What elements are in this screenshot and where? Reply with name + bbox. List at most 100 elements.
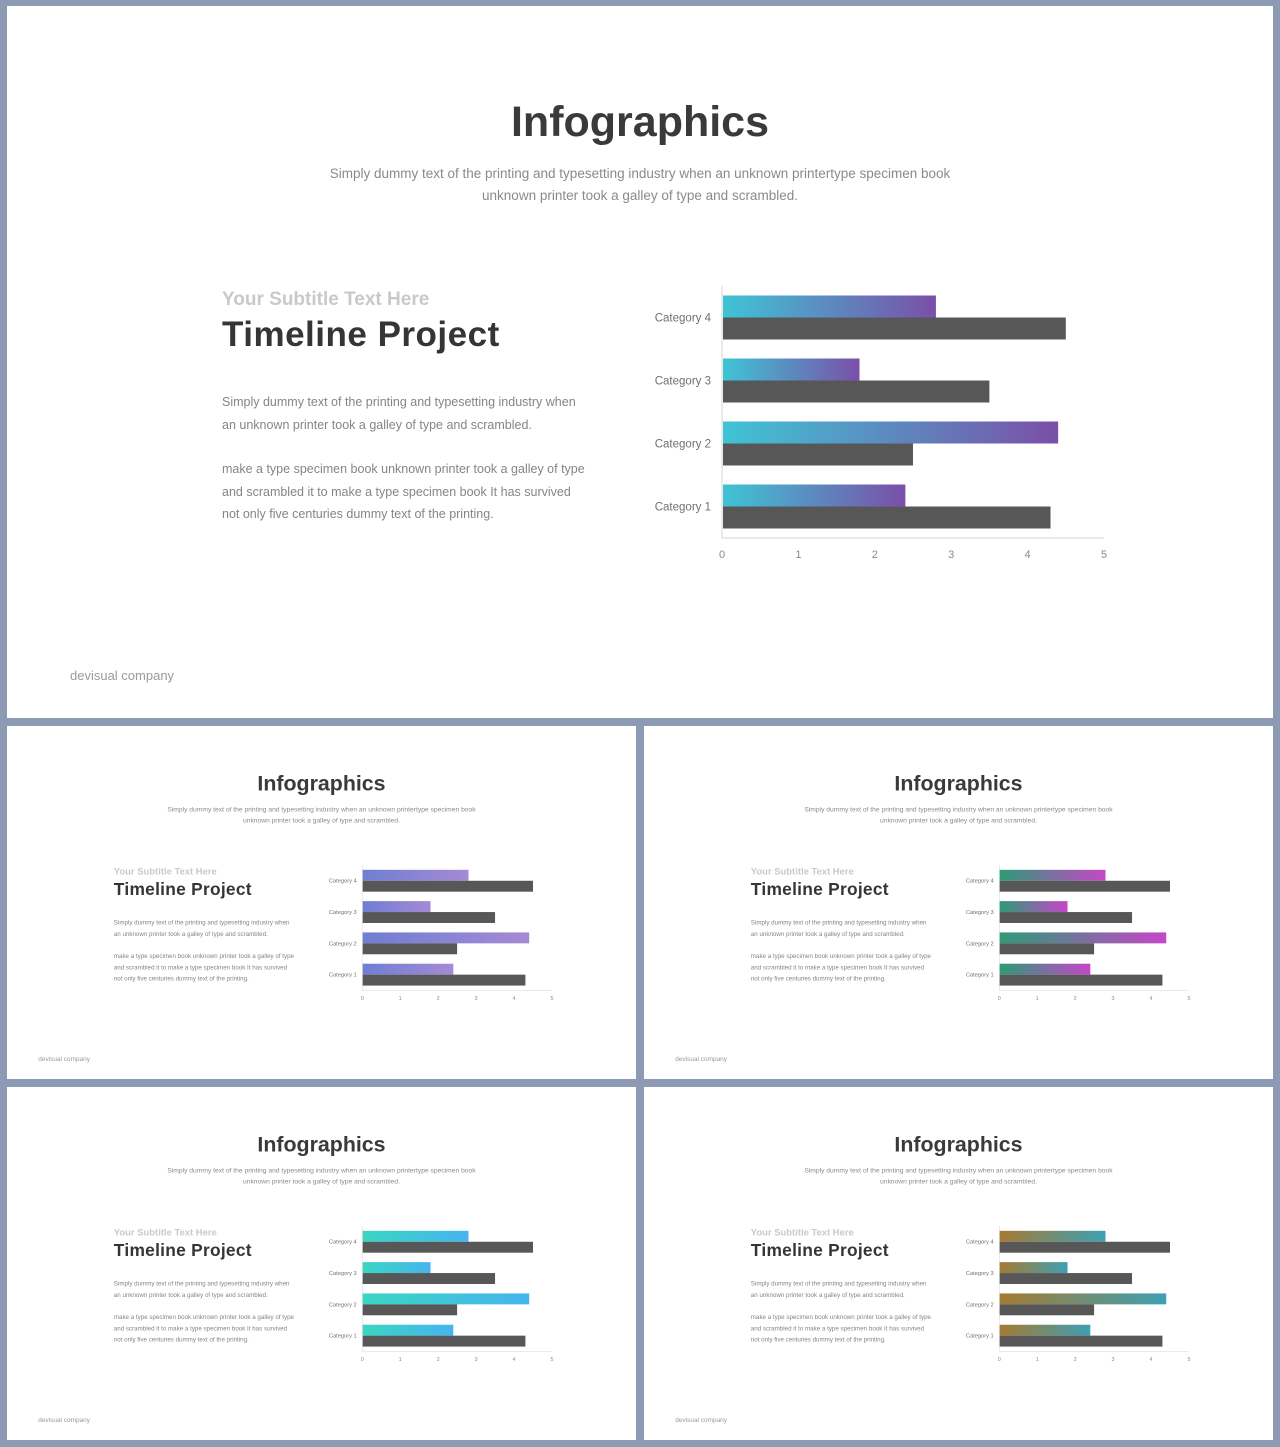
x-tick-label-3: 3 <box>1112 1357 1115 1363</box>
category-label-2: Category 2 <box>329 1302 357 1308</box>
bar-series1-3 <box>362 1262 431 1274</box>
body-paragraph-1: Simply dummy text of the printing and ty… <box>113 1280 290 1299</box>
x-tick-label-2: 2 <box>1074 1357 1077 1363</box>
x-tick-label-1: 1 <box>1036 1357 1039 1363</box>
bar-series2-4 <box>999 1241 1171 1253</box>
body-paragraph-1: Simply dummy text of the printing and ty… <box>113 919 290 938</box>
slide-title: Infographics <box>257 771 386 796</box>
bar-series2-2 <box>362 1304 458 1316</box>
x-tick-label-4: 4 <box>1025 549 1031 561</box>
body-paragraph-2: make a type specimen book unknown printe… <box>750 952 932 982</box>
bar-series2-1 <box>362 1335 526 1347</box>
bar-series1-2 <box>999 932 1167 944</box>
bar-series2-1 <box>723 506 1051 529</box>
category-label-3: Category 3 <box>329 1271 357 1277</box>
x-tick-label-1: 1 <box>399 1357 402 1363</box>
slide-intro: Simply dummy text of the printing and ty… <box>167 1166 476 1185</box>
x-tick-label-2: 2 <box>1074 996 1077 1002</box>
bar-series2-2 <box>999 943 1095 955</box>
category-label-1: Category 1 <box>966 973 994 979</box>
category-label-3: Category 3 <box>329 910 357 916</box>
bar-series2-3 <box>723 380 990 403</box>
body-paragraph-1: Simply dummy text of the printing and ty… <box>750 1280 927 1299</box>
slide-title: Infographics <box>257 1132 386 1157</box>
bar-series2-1 <box>999 1335 1163 1347</box>
slide-intro: Simply dummy text of the printing and ty… <box>804 805 1113 824</box>
bar-series2-3 <box>362 1273 496 1284</box>
category-label-3: Category 3 <box>966 910 994 916</box>
company-footer: devisual company <box>675 1415 727 1424</box>
project-heading: Timeline Project <box>750 1240 889 1260</box>
category-label-2: Category 2 <box>329 941 357 947</box>
slide-main[interactable]: Infographics Simply dummy text of the pr… <box>7 6 1273 718</box>
bar-series1-3 <box>723 358 860 381</box>
slide-title: Infographics <box>894 1132 1023 1157</box>
bar-series1-3 <box>999 901 1068 913</box>
bar-series1-4 <box>999 1230 1106 1242</box>
bar-chart: Category 1 Category 2 Category 3 Category 4… <box>329 1226 554 1363</box>
x-tick-label-0: 0 <box>361 996 364 1002</box>
bar-series1-2 <box>362 1293 530 1305</box>
bar-series1-3 <box>362 901 431 913</box>
bar-series1-1 <box>362 963 454 975</box>
bar-chart: Category 1 Category 2 Category 3 Category 4… <box>329 865 554 1002</box>
company-footer: devisual company <box>70 668 175 683</box>
category-label-3: Category 3 <box>966 1271 994 1277</box>
x-tick-label-4: 4 <box>1150 1357 1153 1363</box>
bar-series1-1 <box>999 1324 1091 1336</box>
category-label-4: Category 4 <box>966 1240 994 1246</box>
x-tick-label-5: 5 <box>550 996 553 1002</box>
x-tick-label-5: 5 <box>1101 549 1107 561</box>
bar-series1-4 <box>362 869 469 881</box>
bar-series1-4 <box>723 295 936 318</box>
category-label-2: Category 2 <box>655 439 711 451</box>
project-heading: Timeline Project <box>222 315 500 354</box>
slide-thumbnail-2[interactable]: Infographics Simply dummy text of the pr… <box>644 726 1273 1079</box>
subtitle-text: Your Subtitle Text Here <box>222 289 430 310</box>
x-tick-label-5: 5 <box>550 1357 553 1363</box>
category-label-2: Category 2 <box>966 1302 994 1308</box>
bar-series1-2 <box>723 421 1059 444</box>
x-tick-label-0: 0 <box>998 1357 1001 1363</box>
x-tick-label-4: 4 <box>513 996 516 1002</box>
category-label-4: Category 4 <box>329 1240 357 1246</box>
body-paragraph-2: make a type specimen book unknown printe… <box>222 462 585 521</box>
x-tick-label-3: 3 <box>948 549 954 561</box>
slide-intro: Simply dummy text of the printing and ty… <box>804 1166 1113 1185</box>
bar-series1-4 <box>362 1230 469 1242</box>
slide-thumbnail-3[interactable]: Infographics Simply dummy text of the pr… <box>7 1087 636 1440</box>
x-tick-label-4: 4 <box>1150 996 1153 1002</box>
x-tick-label-5: 5 <box>1187 1357 1190 1363</box>
slide-title: Infographics <box>894 771 1023 796</box>
x-tick-label-2: 2 <box>437 996 440 1002</box>
bar-series2-2 <box>999 1304 1095 1316</box>
subtitle-text: Your Subtitle Text Here <box>750 866 854 878</box>
category-label-1: Category 1 <box>655 502 711 514</box>
bar-series1-4 <box>999 869 1106 881</box>
bar-chart: Category 1 Category 2 Category 3 Category 4… <box>966 1226 1191 1363</box>
slide-thumbnail-1[interactable]: Infographics Simply dummy text of the pr… <box>7 726 636 1079</box>
slide-thumbnail-4[interactable]: Infographics Simply dummy text of the pr… <box>644 1087 1273 1440</box>
subtitle-text: Your Subtitle Text Here <box>113 1227 217 1239</box>
x-tick-label-2: 2 <box>872 549 878 561</box>
category-label-2: Category 2 <box>966 941 994 947</box>
bar-chart: Category 1 Category 2 Category 3 Category 4… <box>966 865 1191 1002</box>
x-tick-label-1: 1 <box>399 996 402 1002</box>
bar-series2-3 <box>362 912 496 923</box>
x-tick-label-1: 1 <box>795 549 801 561</box>
category-label-4: Category 4 <box>329 879 357 885</box>
x-tick-label-4: 4 <box>513 1357 516 1363</box>
slide-title: Infographics <box>510 98 770 146</box>
company-footer: devisual company <box>38 1415 90 1424</box>
project-heading: Timeline Project <box>113 879 252 899</box>
slide-intro: Simply dummy text of the printing and ty… <box>167 805 476 824</box>
body-paragraph-1: Simply dummy text of the printing and ty… <box>750 919 927 938</box>
bar-series2-4 <box>362 880 534 892</box>
subtitle-text: Your Subtitle Text Here <box>750 1227 854 1239</box>
company-footer: devisual company <box>675 1054 727 1063</box>
body-paragraph-2: make a type specimen book unknown printe… <box>113 1313 295 1343</box>
x-tick-label-3: 3 <box>1112 996 1115 1002</box>
x-tick-label-0: 0 <box>998 996 1001 1002</box>
body-paragraph-1: Simply dummy text of the printing and ty… <box>222 395 576 432</box>
bar-series1-3 <box>999 1262 1068 1274</box>
